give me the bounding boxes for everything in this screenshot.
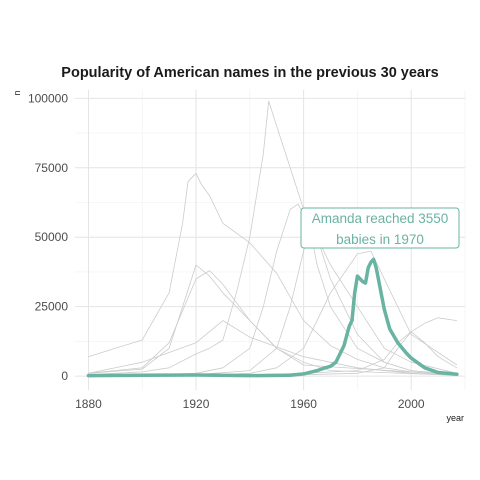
- x-axis-tick-labels: 1880 1920 1960 2000: [75, 397, 425, 411]
- series-line: [88, 100, 457, 376]
- x-tick-label: 2000: [398, 397, 425, 411]
- series-line: [88, 331, 458, 377]
- series-line: [88, 203, 457, 377]
- x-tick-label: 1880: [75, 397, 102, 411]
- y-axis-label: n: [12, 90, 22, 95]
- y-axis-tick-labels: 0 25000 50000 75000 100000: [28, 91, 68, 383]
- x-axis-label: year: [446, 413, 464, 423]
- series-line: [88, 320, 457, 376]
- series-line: [88, 264, 457, 376]
- y-tick-label: 25000: [35, 300, 69, 314]
- x-tick-label: 1920: [183, 397, 210, 411]
- x-tick-label: 1960: [290, 397, 317, 411]
- annotation-box: [300, 207, 460, 249]
- annotation-line-1: Amanda reached 3550: [312, 211, 449, 226]
- annotation-line-2: babies in 1970: [336, 232, 424, 247]
- y-tick-label: 50000: [35, 230, 69, 244]
- y-tick-label: 0: [61, 369, 68, 383]
- y-tick-label: 75000: [35, 161, 69, 175]
- highlight-series-line: [86, 257, 459, 378]
- series-line: [88, 172, 457, 376]
- series-line-highlight: [86, 257, 459, 378]
- annotation: Amanda reached 3550 babies in 1970: [300, 207, 460, 249]
- chart-title: Popularity of American names in the prev…: [61, 65, 438, 81]
- y-tick-label: 100000: [28, 91, 68, 105]
- series-line: [88, 270, 457, 376]
